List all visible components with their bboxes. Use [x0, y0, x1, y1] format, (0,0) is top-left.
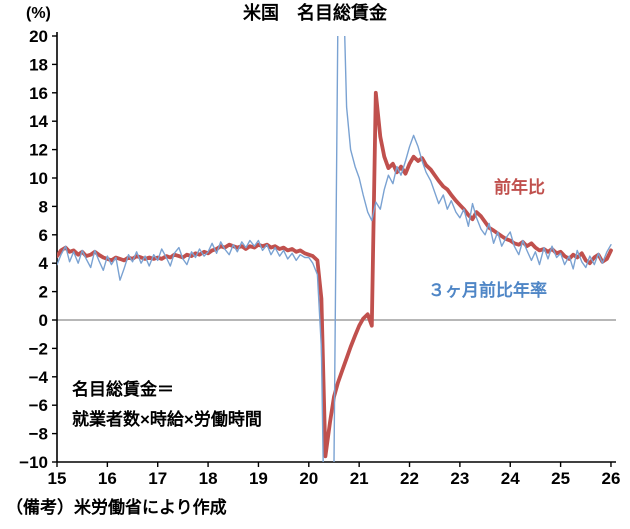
x-tick-label: 23: [450, 469, 469, 488]
y-tick-label: 4: [39, 254, 49, 273]
x-tick-label: 24: [501, 469, 520, 488]
y-tick-label: 18: [29, 55, 48, 74]
x-tick-label: 22: [400, 469, 419, 488]
y-tick-label: 12: [29, 141, 48, 160]
x-tick-label: 26: [602, 469, 621, 488]
y-tick-label: −10: [19, 453, 48, 472]
y-tick-label: −6: [29, 396, 48, 415]
y-tick-label: 2: [39, 283, 48, 302]
y-tick-label: 20: [29, 27, 48, 46]
y-tick-label: 10: [29, 169, 48, 188]
y-tick-label: −8: [29, 425, 48, 444]
y-axis-unit-label: (%): [26, 5, 51, 22]
y-tick-label: 0: [39, 311, 48, 330]
x-tick-label: 16: [98, 469, 117, 488]
annotation-formula-line1: 名目総賃金＝: [72, 380, 174, 399]
x-tick-label: 25: [551, 469, 570, 488]
y-tick-label: 14: [29, 112, 48, 131]
y-tick-label: 6: [39, 226, 48, 245]
annotation-formula-line2: 就業者数×時給×労働時間: [72, 410, 262, 429]
series-label-yoy: 前年比: [494, 178, 545, 197]
x-tick-label: 17: [148, 469, 167, 488]
y-tick-label: 16: [29, 84, 48, 103]
source-footnote: （備考）米労働省により作成: [6, 498, 227, 517]
y-tick-label: 8: [39, 197, 48, 216]
x-tick-label: 15: [48, 469, 67, 488]
x-tick-label: 20: [299, 469, 318, 488]
x-tick-label: 19: [249, 469, 268, 488]
series-label-3-month-annualized: ３ヶ月前比年率: [428, 281, 547, 300]
series-m3-line: [57, 36, 612, 462]
x-tick-label: 21: [350, 469, 369, 488]
x-tick-label: 18: [199, 469, 218, 488]
y-tick-label: −4: [29, 368, 49, 387]
y-tick-label: −2: [29, 339, 48, 358]
chart-title: 米国 名目総賃金: [243, 3, 387, 23]
